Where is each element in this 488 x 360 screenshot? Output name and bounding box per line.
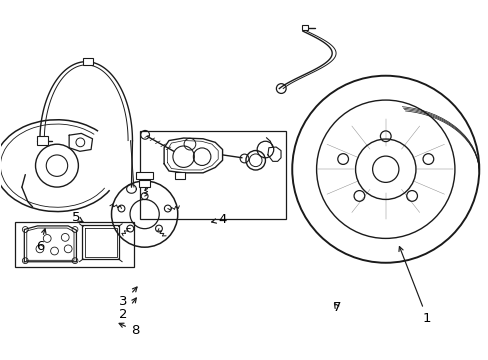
Text: 4: 4 [211, 213, 226, 226]
Text: 2: 2 [119, 298, 136, 321]
Text: 6: 6 [36, 229, 46, 253]
Bar [15, 222, 134, 267]
Text: 1: 1 [398, 247, 430, 325]
Text: 3: 3 [119, 287, 137, 309]
Text: 5: 5 [72, 211, 83, 224]
Bar [136, 172, 153, 179]
Bar [38, 136, 48, 145]
Text: 8: 8 [119, 323, 139, 337]
Text: 7: 7 [332, 301, 341, 314]
Bar [302, 25, 307, 31]
Bar [140, 131, 285, 220]
Bar [82, 58, 92, 65]
Bar [175, 172, 184, 179]
Bar [139, 180, 150, 187]
